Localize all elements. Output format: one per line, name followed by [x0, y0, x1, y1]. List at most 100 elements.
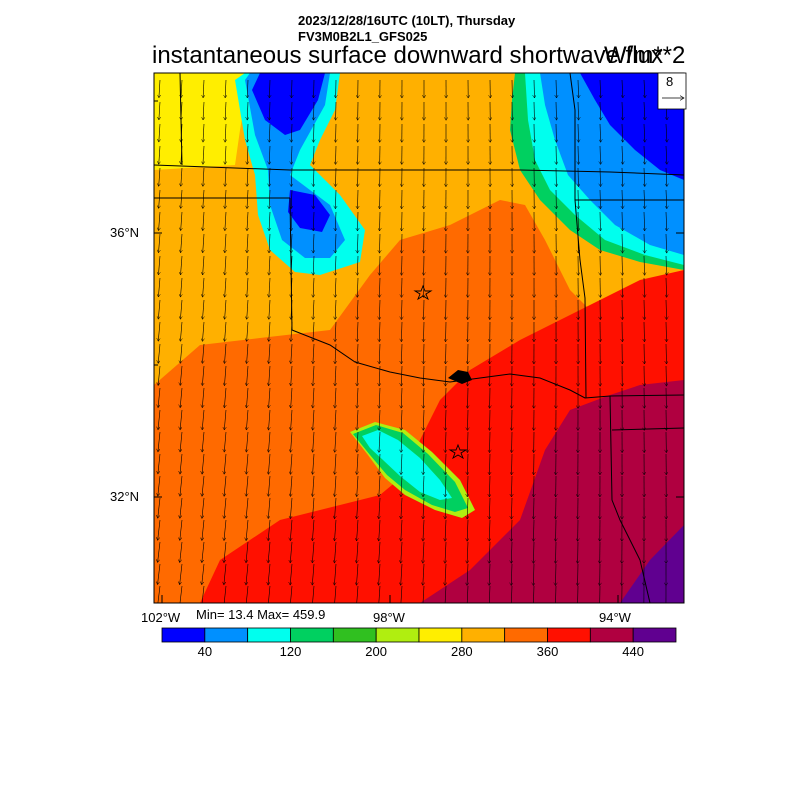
wind-vector — [269, 277, 270, 297]
wind-vector — [313, 453, 314, 474]
city-marker-dfw — [448, 443, 468, 460]
colorbar — [161, 627, 677, 643]
wind-vector — [379, 321, 380, 342]
wind-vector — [335, 321, 336, 342]
wind-vector — [159, 211, 160, 231]
wind-vector — [357, 453, 358, 475]
wind-vector — [247, 277, 248, 297]
wind-vector — [290, 541, 293, 563]
wind-vector — [313, 365, 314, 386]
wind-vector — [202, 563, 205, 585]
wind-vector — [269, 387, 270, 408]
wind-vector — [644, 123, 645, 142]
colorbar-swatch — [589, 627, 634, 643]
colorbar-swatch — [418, 627, 463, 643]
colorbar-label: 280 — [450, 644, 473, 659]
wind-vector — [511, 475, 512, 497]
wind-vector — [422, 585, 425, 603]
wind-vector — [445, 431, 446, 453]
wind-vector — [467, 563, 468, 586]
wind-vector — [180, 343, 182, 363]
wind-vector — [600, 167, 601, 187]
wind-vector — [225, 255, 226, 275]
wind-vector — [622, 211, 623, 231]
wind-vector — [180, 497, 183, 518]
wind-vector — [445, 387, 446, 408]
wind-vector — [357, 365, 358, 386]
wind-vector — [268, 475, 270, 496]
colorbar-label: 440 — [622, 644, 644, 659]
wind-vector — [203, 189, 204, 209]
colorbar-swatch — [632, 627, 677, 643]
wind-vector — [401, 277, 402, 297]
wind-vector — [401, 431, 402, 453]
wind-vector — [423, 343, 424, 364]
wind-vector — [445, 365, 446, 386]
wind-vector — [356, 563, 358, 585]
colorbar-swatch — [332, 627, 377, 643]
wind-vector — [335, 167, 336, 187]
wind-vector — [335, 431, 336, 452]
wind-vector — [313, 299, 314, 320]
wind-vector — [555, 585, 557, 603]
wind-vector — [269, 365, 270, 386]
wind-vector — [666, 233, 667, 253]
wind-vector — [357, 387, 358, 408]
wind-vector — [489, 541, 490, 563]
wind-vector — [489, 563, 490, 586]
wind-vector — [247, 233, 248, 253]
wind-vector — [357, 299, 358, 320]
colorbar-swatch — [290, 627, 334, 643]
wind-vector — [357, 519, 358, 541]
wind-vector — [666, 123, 667, 142]
wind-vector — [379, 233, 380, 253]
colorbar-swatch — [161, 627, 206, 643]
wind-vector — [467, 519, 468, 541]
wind-vector — [246, 497, 249, 519]
lon-label-102w: 102°W — [141, 610, 181, 625]
wind-vector — [578, 101, 579, 120]
wind-vector — [159, 79, 160, 98]
datetime-line: 2023/12/28/16UTC (10LT), Thursday — [298, 13, 516, 28]
wind-vector — [335, 519, 336, 541]
wind-vector — [401, 541, 402, 563]
wind-vector — [423, 563, 424, 585]
wind-vector — [203, 277, 204, 297]
wind-vector — [357, 277, 358, 297]
wind-vector — [622, 79, 623, 98]
wind-vector — [357, 497, 358, 519]
wind-vectors — [157, 79, 667, 603]
colorbar-label: 200 — [365, 644, 387, 659]
wind-vector — [291, 79, 292, 98]
wind-vector — [379, 563, 380, 585]
wind-vector — [334, 541, 336, 563]
wind-vector — [202, 541, 205, 563]
wind-vector — [157, 585, 161, 603]
wind-vector — [246, 387, 248, 408]
wind-vector — [158, 387, 161, 408]
wind-vector — [269, 343, 270, 364]
wind-vector — [533, 519, 534, 541]
wind-vector — [467, 431, 468, 453]
wind-vector — [423, 365, 424, 386]
wind-vector — [600, 145, 601, 164]
wind-vector — [291, 387, 292, 408]
wind-vector — [290, 519, 292, 541]
wind-vector — [158, 365, 161, 385]
colorbar-label: 120 — [279, 644, 302, 659]
wind-vector — [203, 233, 204, 253]
wind-vector — [644, 189, 645, 209]
wind-vector — [247, 299, 248, 319]
wind-vector — [423, 475, 424, 497]
wind-vector — [556, 79, 557, 98]
wind-vector — [225, 189, 226, 209]
wind-vector — [423, 519, 424, 541]
wind-vector — [489, 497, 490, 519]
lon-label-94w: 94°W — [599, 610, 631, 625]
wind-vector — [180, 541, 183, 563]
wind-vector — [290, 585, 293, 603]
wind-vector — [225, 321, 226, 341]
wind-vector — [444, 585, 447, 603]
wind-vector — [269, 145, 270, 164]
axis-ticks — [154, 100, 684, 603]
